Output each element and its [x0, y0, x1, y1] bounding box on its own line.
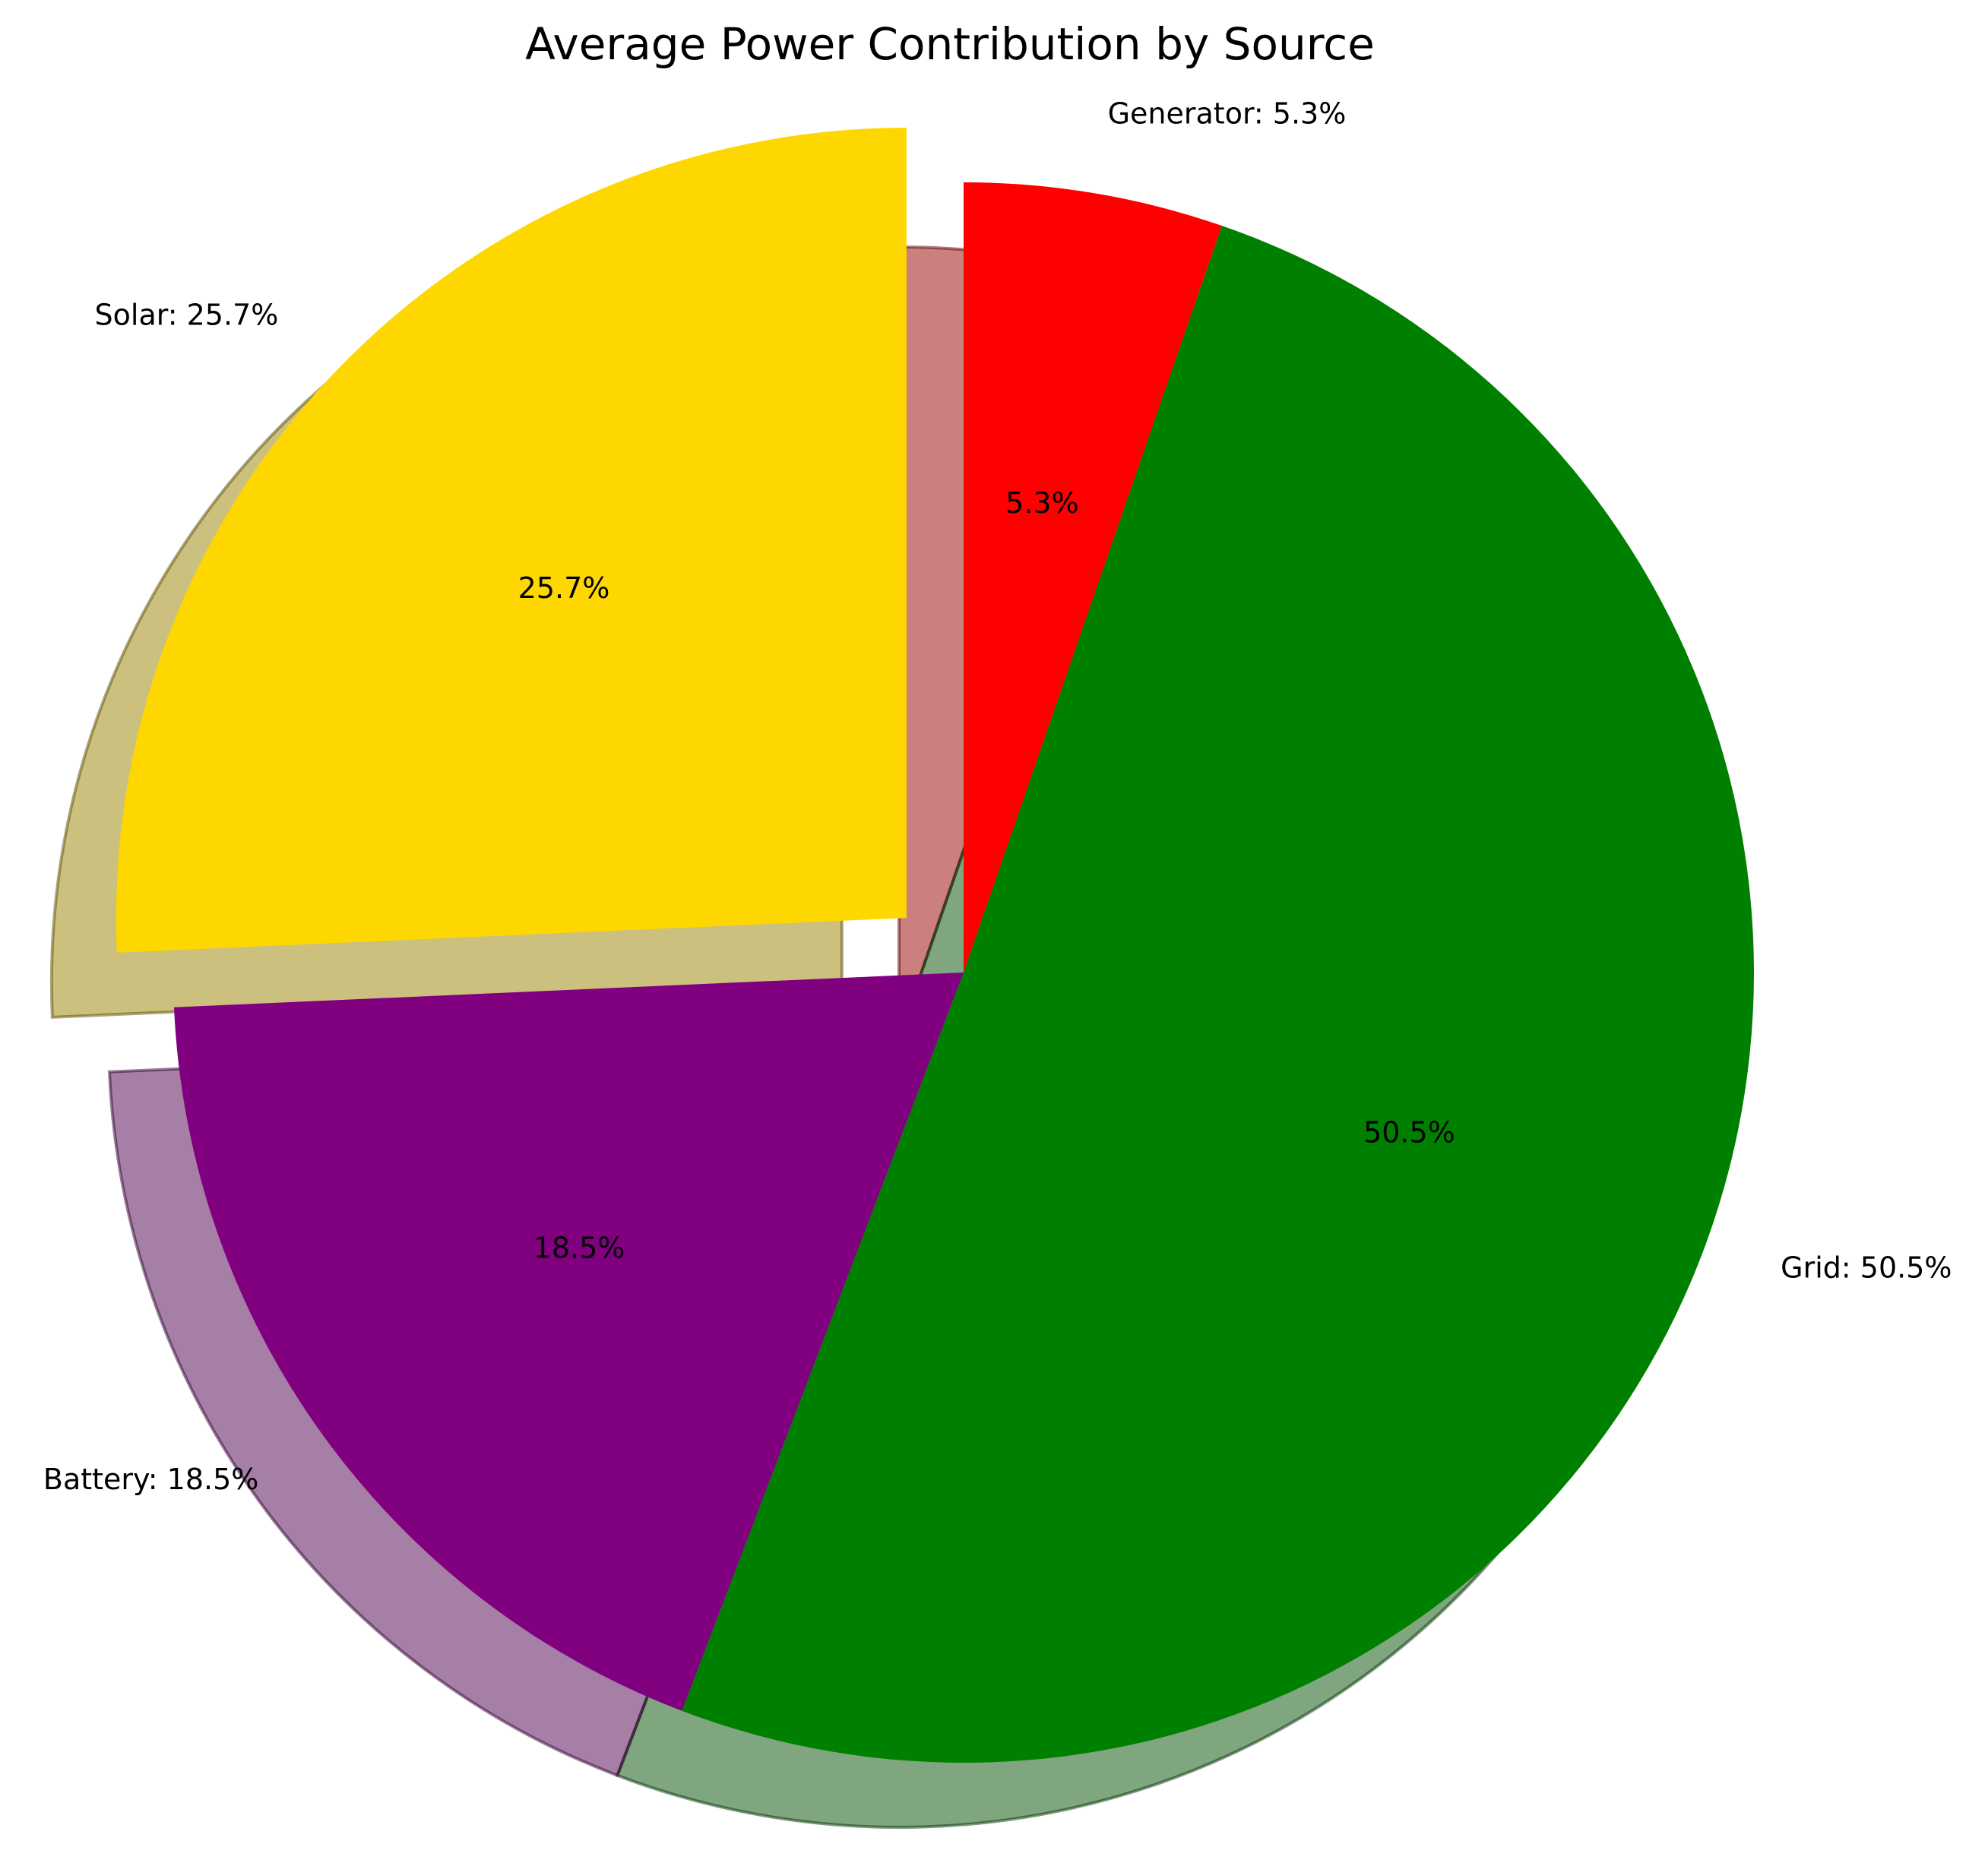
chart-title: Average Power Contribution by Source: [525, 18, 1375, 70]
slice-percent-battery: 18.5%: [533, 1232, 625, 1265]
pie-slice-grid: [682, 226, 1754, 1763]
slice-percent-generator: 5.3%: [1005, 486, 1079, 520]
slice-label-generator: Generator: 5.3%: [1108, 96, 1347, 130]
slice-percent-solar: 25.7%: [518, 571, 610, 605]
slice-label-battery: Battery: 18.5%: [43, 1463, 258, 1496]
slice-percent-grid: 50.5%: [1363, 1116, 1455, 1150]
pie-slice-solar: [116, 128, 907, 953]
label-layer: Generator: 5.3% 5.3% Grid: 50.5% 50.5% Batte…: [43, 96, 1952, 1496]
slice-layer: [116, 128, 1754, 1763]
pie-slice-battery: [174, 973, 964, 1711]
pie-slice-generator: [964, 182, 1222, 973]
slice-label-solar: Solar: 25.7%: [95, 299, 279, 332]
slice-label-grid: Grid: 50.5%: [1781, 1251, 1952, 1284]
